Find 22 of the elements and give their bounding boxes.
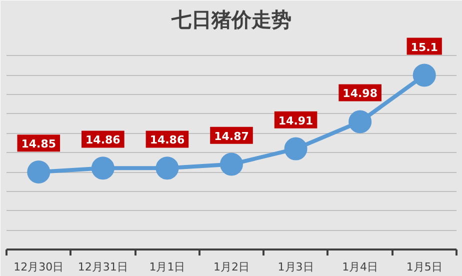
data-label: 14.91 [278,114,314,128]
x-tick-label: 1月2日 [214,260,250,274]
x-tick-label: 1月5日 [406,260,442,274]
point [220,152,243,176]
data-label: 14.98 [342,87,378,100]
x-tick-label: 1月4日 [342,260,378,274]
data-label: 15.1 [410,40,438,54]
point [156,156,179,180]
data-label: 14.86 [86,134,121,147]
x-tick-label: 1月3日 [278,260,314,274]
point [412,64,436,87]
x-tick-label: 1月1日 [149,260,186,274]
data-label: 14.85 [21,138,56,151]
x-tick-label: 12月31日 [78,260,128,274]
data-label: 14.86 [150,134,185,147]
point [348,110,372,134]
point [91,156,114,180]
chart-title: 七日猪价走势 [170,8,292,32]
data-label: 14.87 [214,130,249,143]
point [27,160,50,184]
point [284,137,308,160]
x-tick-label: 12月30日 [14,260,64,274]
